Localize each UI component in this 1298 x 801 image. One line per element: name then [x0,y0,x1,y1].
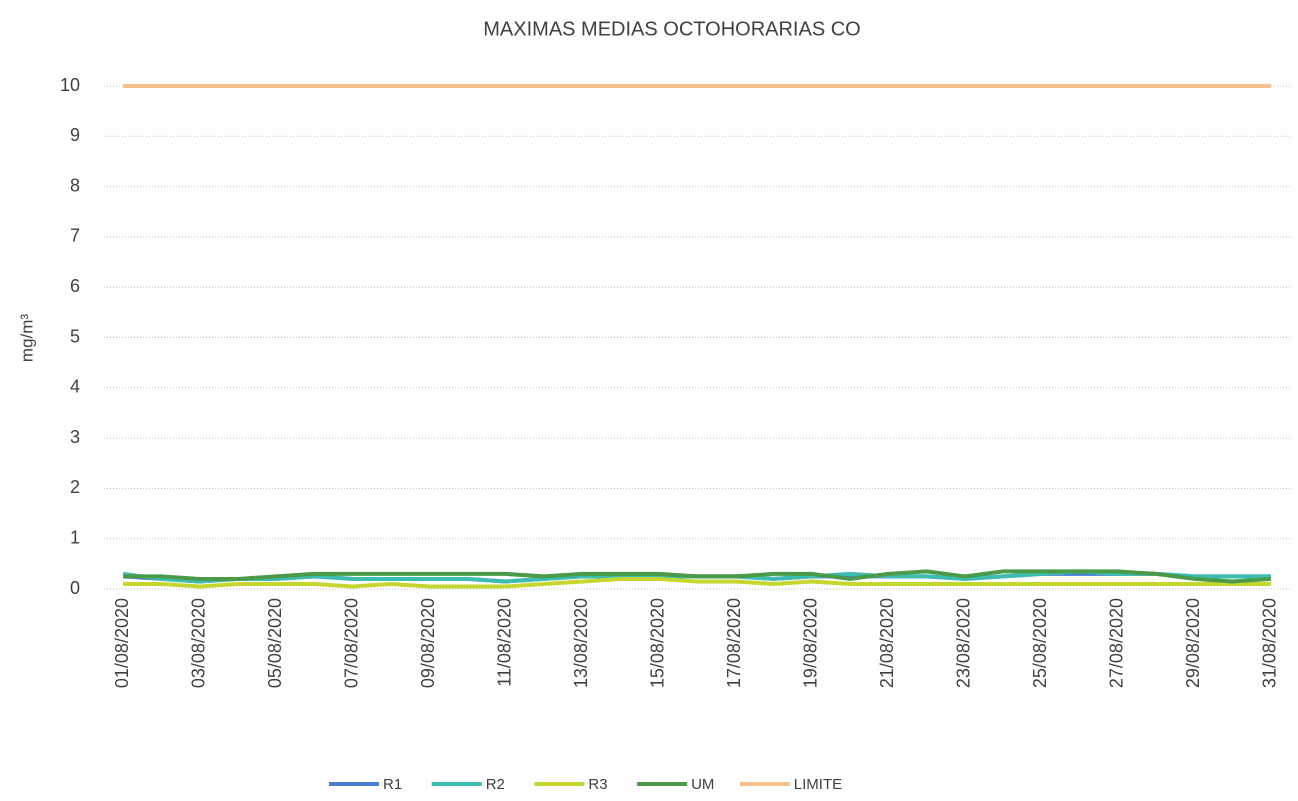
legend-label: R3 [588,776,607,793]
legend-label: R2 [486,776,505,793]
y-axis-label: mg/m³ [17,314,36,363]
line-series [123,569,1272,584]
x-tick-label: 11/08/2020 [494,598,514,687]
x-tick-label: 25/08/2020 [1030,598,1050,688]
x-tick-label: 31/08/2020 [1260,598,1280,688]
y-tick-label: 5 [70,326,80,346]
legend-label: R1 [383,776,402,793]
x-tick-label: 15/08/2020 [647,598,667,688]
y-tick-label: 9 [70,125,80,145]
x-tick-label: 27/08/2020 [1107,598,1127,688]
y-tick-label: 4 [70,377,80,397]
x-tick-label: 01/08/2020 [112,598,132,688]
legend-label: UM [691,776,714,793]
x-tick-label: 03/08/2020 [188,598,208,688]
y-tick-label: 7 [70,226,80,246]
y-tick-label: 8 [70,175,80,195]
x-tick-label: 19/08/2020 [801,598,821,688]
x-tick-label: 13/08/2020 [571,598,591,688]
x-tick-label: 17/08/2020 [724,598,744,688]
line-series [123,576,1271,589]
x-tick-label: 09/08/2020 [418,598,438,688]
y-tick-label: 6 [70,276,80,296]
y-tick-label: 2 [70,477,80,497]
y-tick-label: 1 [70,527,80,547]
x-tick-label: 29/08/2020 [1183,598,1203,688]
chart-title: MAXIMAS MEDIAS OCTOHORARIAS CO [483,18,860,40]
y-tick-label: 0 [70,578,80,598]
legend-label: LIMITE [794,776,842,793]
x-tick-label: 07/08/2020 [341,598,361,688]
x-tick-label: 21/08/2020 [877,598,897,688]
y-tick-label: 3 [70,427,80,447]
y-tick-label: 10 [60,75,80,95]
x-tick-label: 23/08/2020 [954,598,974,688]
x-tick-label: 05/08/2020 [265,598,285,688]
